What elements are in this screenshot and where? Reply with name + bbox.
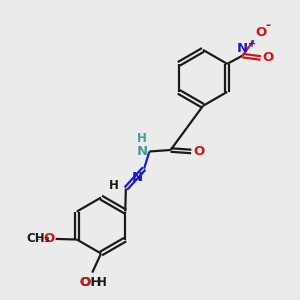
- Text: H: H: [97, 276, 107, 289]
- Text: N: N: [137, 145, 148, 158]
- Text: O: O: [80, 276, 91, 289]
- Text: N: N: [132, 171, 143, 184]
- Text: O: O: [193, 145, 205, 158]
- Text: CH₃: CH₃: [27, 232, 50, 245]
- Text: O: O: [43, 232, 54, 245]
- Text: methoxy: methoxy: [38, 238, 44, 239]
- Text: O: O: [255, 26, 266, 39]
- Text: O: O: [263, 52, 274, 64]
- Text: N: N: [237, 42, 248, 55]
- Text: OH: OH: [80, 276, 102, 289]
- Text: H: H: [137, 132, 147, 145]
- Text: H: H: [109, 178, 118, 191]
- Text: +: +: [248, 39, 256, 49]
- Text: -: -: [265, 19, 270, 32]
